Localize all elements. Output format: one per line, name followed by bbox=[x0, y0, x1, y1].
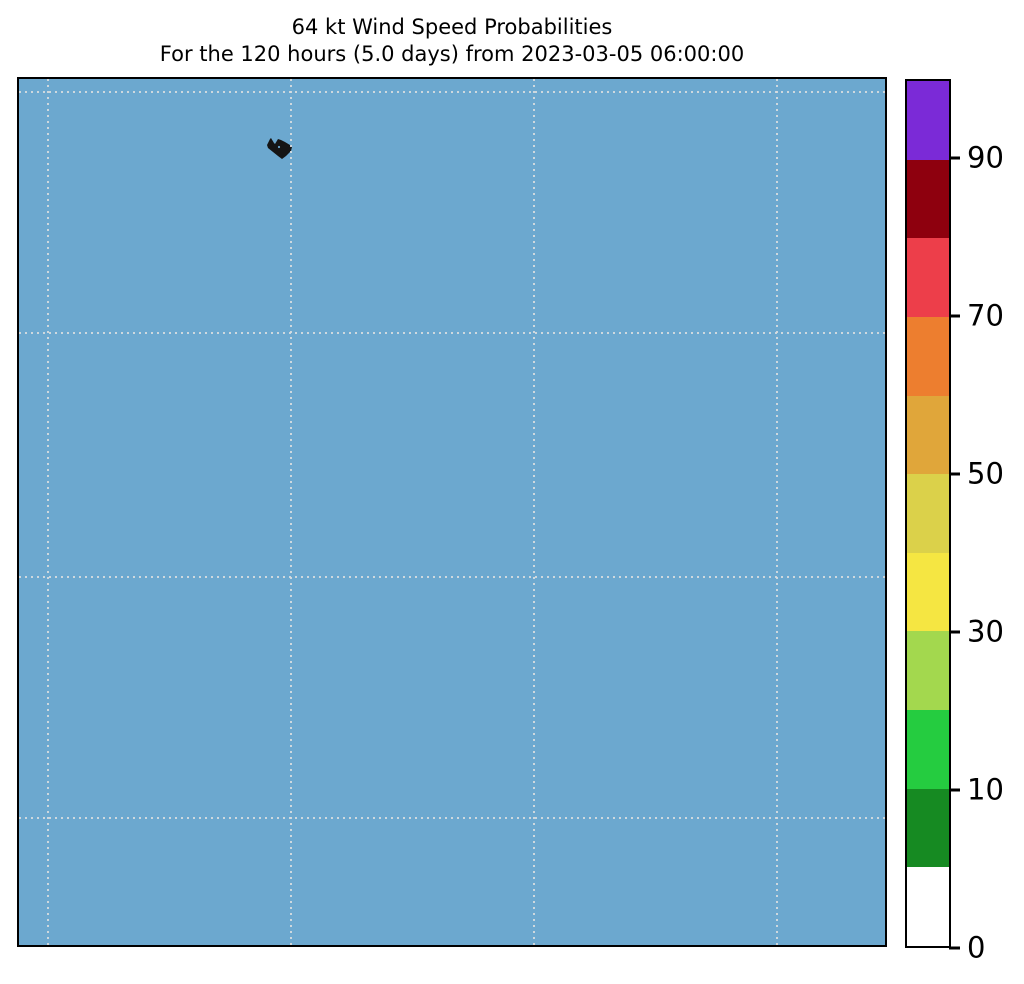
island-shape bbox=[267, 138, 292, 159]
colorbar-segment bbox=[907, 474, 949, 553]
colorbar-tick-label: 90 bbox=[967, 140, 1004, 175]
colorbar bbox=[905, 79, 951, 948]
colorbar-segment bbox=[907, 867, 949, 947]
island-landmass bbox=[267, 138, 292, 159]
colorbar-ticks: 0 10 30 50 70 90 bbox=[949, 79, 1024, 962]
colorbar-tick-label: 30 bbox=[967, 614, 1004, 649]
colorbar-segment bbox=[907, 395, 949, 475]
chart-subtitle: For the 120 hours (5.0 days) from 2023-0… bbox=[159, 42, 745, 66]
island-lagoon-speck bbox=[277, 145, 281, 149]
colorbar-segment bbox=[907, 238, 949, 317]
colorbar-segment bbox=[907, 710, 949, 789]
colorbar-segment bbox=[907, 81, 949, 160]
colorbar-segment bbox=[907, 159, 949, 239]
colorbar-tick-label: 10 bbox=[967, 772, 1004, 807]
colorbar-tick-label: 50 bbox=[967, 456, 1004, 491]
gridline-vertical bbox=[290, 79, 292, 945]
colorbar-segment bbox=[907, 316, 949, 396]
gridline-vertical bbox=[47, 79, 49, 945]
gridline-vertical bbox=[776, 79, 778, 945]
colorbar-tick-label: 70 bbox=[967, 298, 1004, 333]
map-plot-area bbox=[17, 77, 887, 947]
gridline-vertical bbox=[533, 79, 535, 945]
colorbar-segment bbox=[907, 788, 949, 868]
colorbar-tick-label: 0 bbox=[967, 930, 986, 965]
gridline-horizontal bbox=[19, 331, 885, 334]
chart-title-block: 64 kt Wind Speed Probabilities For the 1… bbox=[17, 14, 887, 68]
colorbar-segment bbox=[907, 552, 949, 632]
chart-title: 64 kt Wind Speed Probabilities bbox=[291, 15, 613, 39]
gridline-horizontal bbox=[19, 816, 885, 819]
gridline-horizontal bbox=[19, 90, 885, 93]
colorbar-segment bbox=[907, 631, 949, 711]
gridline-horizontal bbox=[19, 576, 885, 579]
